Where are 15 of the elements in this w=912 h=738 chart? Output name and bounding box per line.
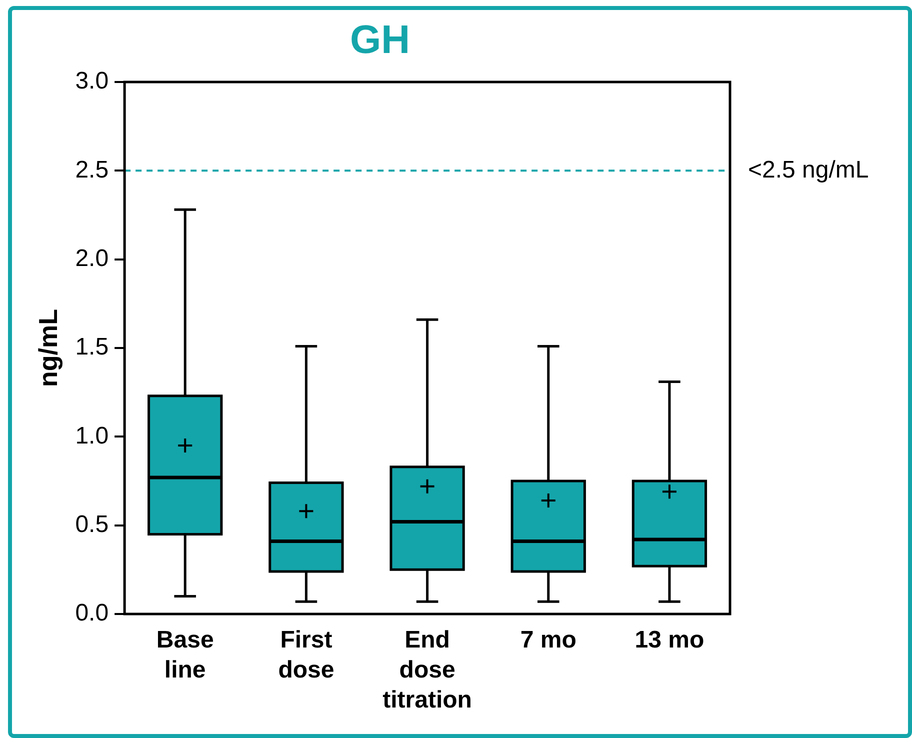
x-tick-label: First dose (278, 626, 334, 684)
y-tick-label: 0.0 (75, 600, 109, 627)
x-tick-label: 7 mo (520, 626, 576, 654)
x-tick-label: 13 mo (634, 626, 704, 654)
y-tick-label: 1.0 (75, 422, 109, 450)
y-tick-label: 2.5 (75, 156, 109, 184)
ref-line-label: <2.5 ng/mL (748, 156, 869, 184)
y-tick-label: 0.5 (75, 510, 109, 538)
y-axis-title: ng/mL (32, 308, 63, 387)
y-tick-label: 2.0 (75, 244, 109, 272)
y-tick-label: 1.5 (75, 334, 109, 361)
x-tick-label: Base line (156, 626, 214, 684)
y-tick-label: 3.0 (75, 68, 109, 95)
chart-title: GH (350, 18, 410, 62)
x-tick-label: End dose titration (382, 626, 472, 714)
